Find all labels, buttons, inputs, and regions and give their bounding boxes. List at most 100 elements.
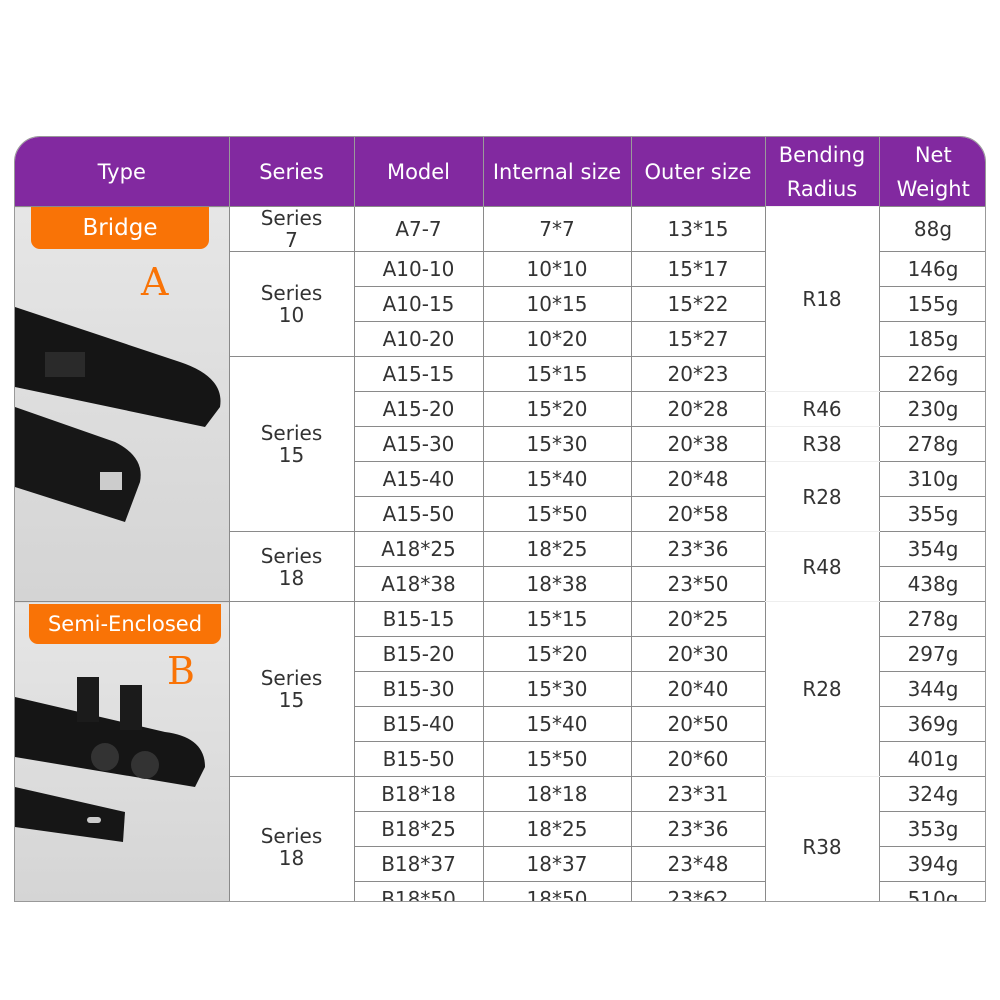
model-cell: B18*18: [353, 776, 484, 812]
header-row: Type Series Model Internal size Outer si…: [15, 137, 985, 207]
net-weight-cell: 324g: [878, 776, 985, 812]
outer-size-cell: 23*48: [630, 846, 766, 882]
internal-size-cell: 7*7: [482, 206, 632, 252]
model-cell: B15-15: [353, 601, 484, 637]
model-cell: B15-50: [353, 741, 484, 777]
table-row: A15-20 15*20 20*28 R46 230g: [15, 391, 985, 427]
internal-size-cell: 15*50: [482, 496, 632, 532]
internal-size-cell: 15*20: [482, 636, 632, 672]
spec-table-container: Type Series Model Internal size Outer si…: [14, 136, 986, 902]
net-weight-cell: 510g: [878, 881, 985, 901]
type-badge: Semi-Enclosed: [29, 604, 221, 644]
internal-size-cell: 15*40: [482, 461, 632, 497]
net-weight-cell: 401g: [878, 741, 985, 777]
bending-radius-cell: R28: [764, 461, 880, 532]
outer-size-cell: 15*22: [630, 286, 766, 322]
net-weight-cell: 185g: [878, 321, 985, 357]
series-cell: Series 10: [228, 251, 355, 357]
net-weight-cell: 354g: [878, 531, 985, 567]
table-row: Semi-Enclosed B Series 15 B15-15 15*15 20*2…: [15, 601, 985, 901]
outer-size-cell: 23*36: [630, 531, 766, 567]
header-net-weight: Net Weight: [878, 137, 985, 207]
table-row: Bridge A Series 7 A7-7 7*7 13*15 R18 88g: [15, 206, 985, 602]
internal-size-cell: 15*30: [482, 426, 632, 462]
net-weight-cell: 278g: [878, 601, 985, 637]
model-cell: A10-20: [353, 321, 484, 357]
outer-size-cell: 20*38: [630, 426, 766, 462]
model-cell: B15-30: [353, 671, 484, 707]
bending-radius-cell: R38: [764, 776, 880, 901]
header-series: Series: [228, 137, 354, 207]
internal-size-cell: 10*20: [482, 321, 632, 357]
model-cell: B18*37: [353, 846, 484, 882]
model-cell: A7-7: [353, 206, 484, 252]
net-weight-cell: 155g: [878, 286, 985, 322]
outer-size-cell: 23*36: [630, 811, 766, 847]
table-row: B15-40 15*40 20*50 369g: [15, 706, 985, 742]
internal-size-cell: 18*25: [482, 531, 632, 567]
internal-size-cell: 18*18: [482, 776, 632, 812]
net-weight-cell: 146g: [878, 251, 985, 287]
type-letter: A: [141, 260, 169, 304]
outer-size-cell: 15*27: [630, 321, 766, 357]
bending-radius-cell: R48: [764, 531, 880, 602]
net-weight-cell: 394g: [878, 846, 985, 882]
net-weight-cell: 88g: [878, 206, 985, 252]
internal-size-cell: 18*38: [482, 566, 632, 602]
model-cell: A18*25: [353, 531, 484, 567]
internal-size-cell: 15*50: [482, 741, 632, 777]
internal-size-cell: 15*15: [482, 601, 632, 637]
internal-size-cell: 15*40: [482, 706, 632, 742]
model-cell: A15-30: [353, 426, 484, 462]
net-weight-cell: 226g: [878, 356, 985, 392]
table-row: A10-15 10*15 15*22 155g: [15, 286, 985, 322]
header-internal-size: Internal size: [482, 137, 631, 207]
internal-size-cell: 15*20: [482, 391, 632, 427]
net-weight-cell: 230g: [878, 391, 985, 427]
net-weight-cell: 278g: [878, 426, 985, 462]
table-row: A15-30 15*30 20*38 R38 278g: [15, 426, 985, 462]
outer-size-cell: 20*40: [630, 671, 766, 707]
model-cell: A15-50: [353, 496, 484, 532]
net-weight-cell: 310g: [878, 461, 985, 497]
model-cell: A18*38: [353, 566, 484, 602]
table-row: Series 10 A10-10 10*10 15*17 146g: [15, 251, 985, 357]
header-model: Model: [353, 137, 483, 207]
internal-size-cell: 15*30: [482, 671, 632, 707]
series-cell: Series 18: [228, 531, 355, 602]
net-weight-cell: 297g: [878, 636, 985, 672]
bending-radius-cell: R28: [764, 601, 880, 777]
internal-size-cell: 10*10: [482, 251, 632, 287]
bending-radius-cell: R38: [764, 426, 880, 462]
net-weight-cell: 438g: [878, 566, 985, 602]
net-weight-cell: 355g: [878, 496, 985, 532]
model-cell: A15-15: [353, 356, 484, 392]
internal-size-cell: 18*25: [482, 811, 632, 847]
series-cell: Series 7: [228, 206, 355, 252]
outer-size-cell: 15*17: [630, 251, 766, 287]
series-cell: Series 18: [228, 776, 355, 901]
table-row: A15-50 15*50 20*58 355g: [15, 496, 985, 532]
header-type: Type: [15, 137, 229, 207]
type-cell-bridge: Bridge A: [15, 206, 230, 602]
outer-size-cell: 20*58: [630, 496, 766, 532]
outer-size-cell: 23*62: [630, 881, 766, 901]
outer-size-cell: 20*25: [630, 601, 766, 637]
cable-chain-image: [15, 307, 221, 522]
outer-size-cell: 20*50: [630, 706, 766, 742]
internal-size-cell: 10*15: [482, 286, 632, 322]
outer-size-cell: 20*48: [630, 461, 766, 497]
series-cell: Series 15: [228, 601, 355, 777]
table-row: B18*50 18*50 23*62 510g: [15, 881, 985, 901]
internal-size-cell: 18*50: [482, 881, 632, 901]
model-cell: A10-15: [353, 286, 484, 322]
bending-radius-cell: R46: [764, 391, 880, 427]
outer-size-cell: 23*50: [630, 566, 766, 602]
internal-size-cell: 15*15: [482, 356, 632, 392]
internal-size-cell: 18*37: [482, 846, 632, 882]
net-weight-cell: 369g: [878, 706, 985, 742]
model-cell: B18*25: [353, 811, 484, 847]
table-row: Series 18 A18*25 18*25 23*36 R48 354g: [15, 531, 985, 602]
table-row: A10-20 10*20 15*27 185g: [15, 321, 985, 357]
table-row: A18*38 18*38 23*50 438g: [15, 566, 985, 602]
